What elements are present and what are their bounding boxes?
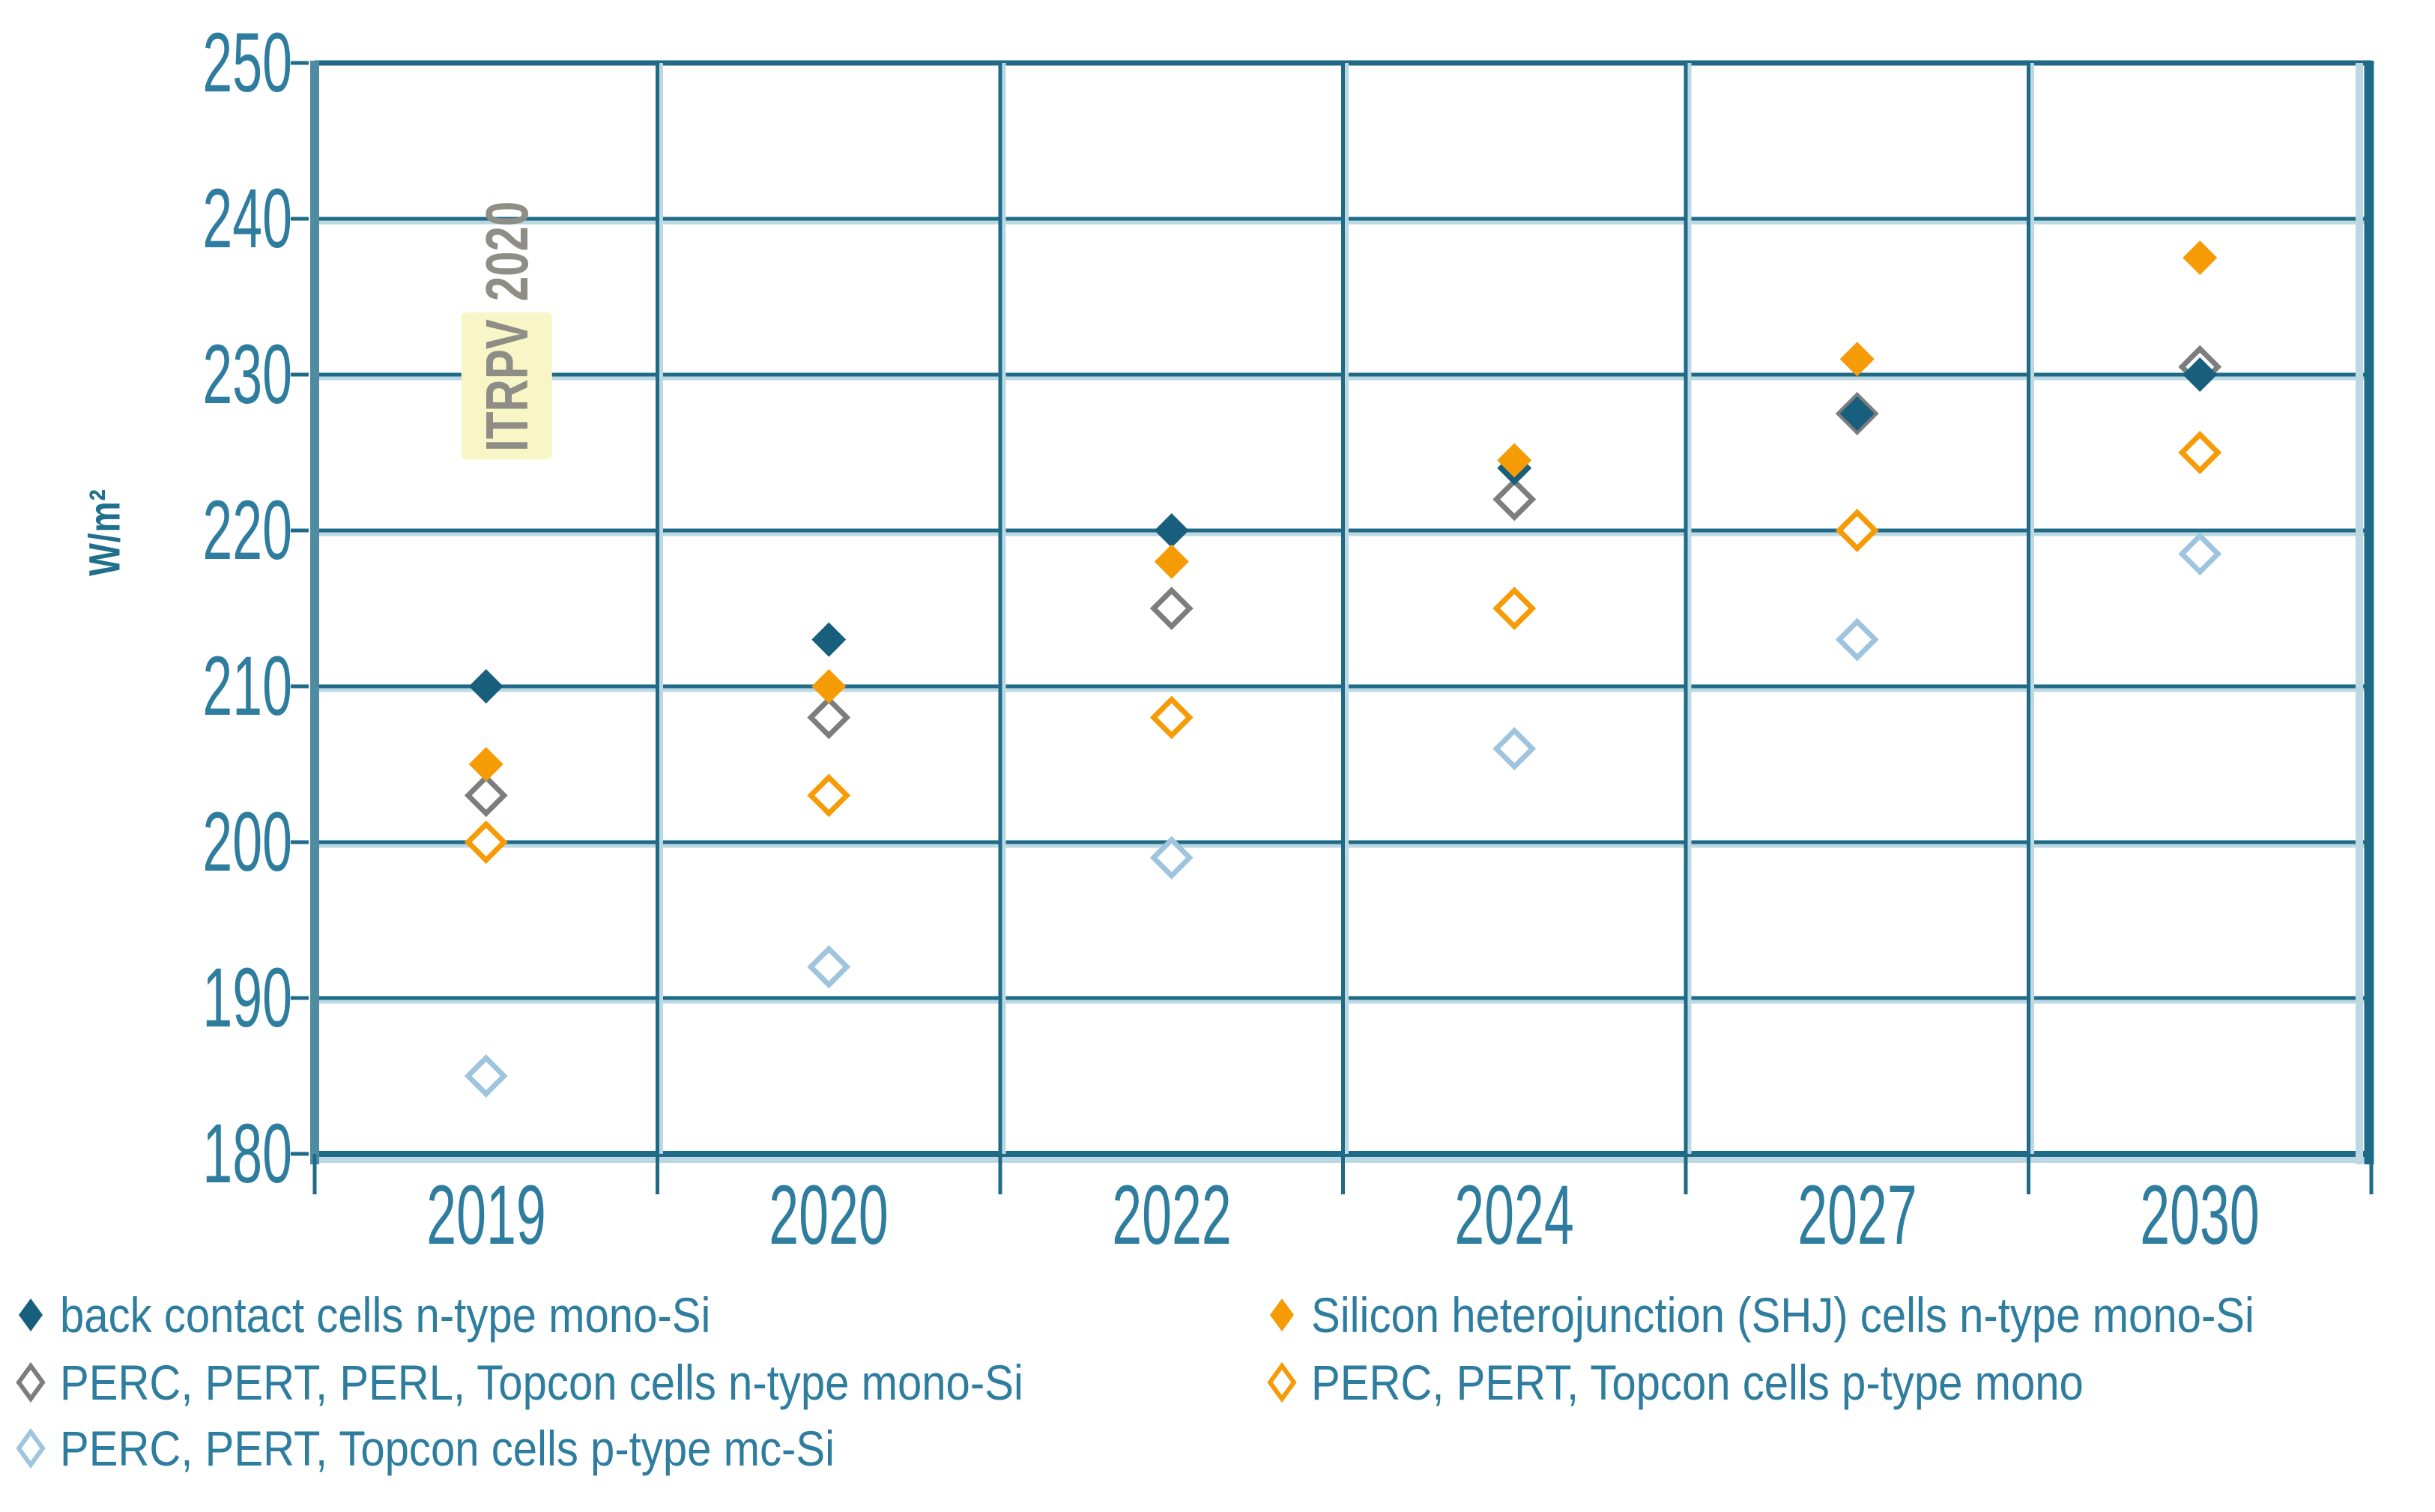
y-tick-label-240: 240 (202, 172, 292, 265)
legend-label-perc-pert-topcon-p-type-mono: PERC, PERT, Topcon cells p-type mono (1311, 1355, 2084, 1410)
marker-perc-pert-topcon-p-type-mono-2027 (1835, 509, 1879, 552)
legend-marker-shape (1270, 1298, 1294, 1331)
x-axis-label-2020: 2020 (769, 1168, 889, 1262)
marker-perc-pert-topcon-p-type-mc-si-2019 (464, 1054, 508, 1098)
annotation-text: ITRPV 2020 (462, 201, 552, 460)
marker-perc-pert-topcon-p-type-mono-2030 (2178, 431, 2222, 474)
legend-label-back-contact-n-type-mono-si: back contact cells n-type mono-Si (60, 1287, 711, 1343)
marker-perc-pert-topcon-p-type-mono-2024 (1492, 587, 1537, 630)
legend-item-perc-pert-perl-topcon-n-type-mono-si: PERC, PERT, PERL, Topcon cells n-type mo… (13, 1349, 1155, 1416)
marker-back-contact-n-type-mono-si-2019 (468, 669, 503, 704)
marker-shj-n-type-mono-si-2019 (468, 747, 503, 781)
legend-item-shj-n-type-mono-si: Silicon heterojunction (SHJ) cells n-typ… (1265, 1281, 2383, 1349)
y-tick-label-210: 210 (202, 639, 292, 733)
marker-perc-pert-topcon-p-type-mc-si-2020 (807, 945, 851, 989)
marker-back-contact-n-type-mono-si-2020 (811, 622, 847, 657)
open-diamond-icon (1267, 1362, 1297, 1403)
marker-back-contact-n-type-mono-si-2027 (1839, 396, 1875, 431)
filled-diamond-icon (1270, 1298, 1294, 1331)
marker-perc-pert-perl-topcon-n-type-mono-si-2022 (1149, 587, 1194, 630)
legend-marker-shape (16, 1428, 46, 1469)
x-axis-label-2027: 2027 (1797, 1168, 1917, 1262)
marker-shj-n-type-mono-si-2027 (1839, 342, 1875, 377)
marker-perc-pert-topcon-p-type-mc-si-2022 (1149, 835, 1194, 880)
marker-perc-pert-topcon-p-type-mc-si-2030 (2178, 532, 2222, 576)
marker-back-contact-n-type-mono-si-2030 (2183, 357, 2218, 392)
x-axis-label-2024: 2024 (1454, 1168, 1574, 1262)
y-tick-label-220: 220 (202, 483, 292, 577)
filled-diamond-icon (19, 1298, 43, 1331)
marker-perc-pert-topcon-p-type-mc-si-2024 (1492, 727, 1537, 771)
open-diamond-icon (16, 1428, 46, 1469)
marker-perc-pert-perl-topcon-n-type-mono-si-2019 (464, 773, 508, 817)
legend-marker-shape (19, 1298, 43, 1331)
legend-marker-shape (16, 1362, 46, 1403)
marker-perc-pert-perl-topcon-n-type-mono-si-2024 (1492, 477, 1537, 521)
y-tick-label-230: 230 (202, 327, 292, 421)
marker-shj-n-type-mono-si-2022 (1154, 544, 1189, 579)
x-axis-label-2030: 2030 (2140, 1168, 2260, 1262)
marker-perc-pert-topcon-p-type-mono-2019 (464, 820, 508, 864)
y-tick-label-200: 200 (202, 795, 292, 889)
marker-perc-pert-topcon-p-type-mono-2020 (807, 773, 851, 817)
annotation-highlighted-text: ITRPV (462, 312, 552, 460)
annotation-plain-text: 2020 (474, 201, 540, 302)
marker-perc-pert-topcon-p-type-mono-2022 (1149, 695, 1194, 740)
x-axis-label-2019: 2019 (426, 1168, 546, 1262)
open-diamond-icon (16, 1362, 46, 1403)
legend-label-shj-n-type-mono-si: Silicon heterojunction (SHJ) cells n-typ… (1311, 1287, 2254, 1343)
marker-back-contact-n-type-mono-si-2022 (1154, 513, 1189, 548)
legend-item-perc-pert-topcon-p-type-mono: PERC, PERT, Topcon cells p-type mono (1265, 1349, 2189, 1416)
y-axis-title-text: W/m² (80, 488, 130, 576)
y-tick-label-250: 250 (202, 16, 292, 109)
x-axis-label-2022: 2022 (1112, 1168, 1232, 1262)
legend-label-perc-pert-topcon-p-type-mc-si: PERC, PERT, Topcon cells p-type mc-Si (60, 1421, 835, 1476)
marker-shj-n-type-mono-si-2020 (811, 669, 847, 704)
y-tick-label-180: 180 (202, 1107, 292, 1200)
marker-perc-pert-perl-topcon-n-type-mono-si-2020 (807, 695, 851, 740)
legend-item-perc-pert-topcon-p-type-mc-si: PERC, PERT, Topcon cells p-type mc-Si (13, 1415, 940, 1482)
y-tick-label-190: 190 (202, 951, 292, 1044)
legend-label-perc-pert-perl-topcon-n-type-mono-si: PERC, PERT, PERL, Topcon cells n-type mo… (60, 1355, 1023, 1410)
legend-marker-shape (1267, 1362, 1297, 1403)
annotation-itrpv-2020: ITRPV 2020 (459, 177, 556, 484)
marker-shj-n-type-mono-si-2024 (1497, 443, 1532, 478)
marker-perc-pert-topcon-p-type-mc-si-2027 (1835, 617, 1879, 662)
legend-item-back-contact-n-type-mono-si: back contact cells n-type mono-Si (13, 1281, 799, 1349)
marker-shj-n-type-mono-si-2030 (2183, 241, 2218, 275)
